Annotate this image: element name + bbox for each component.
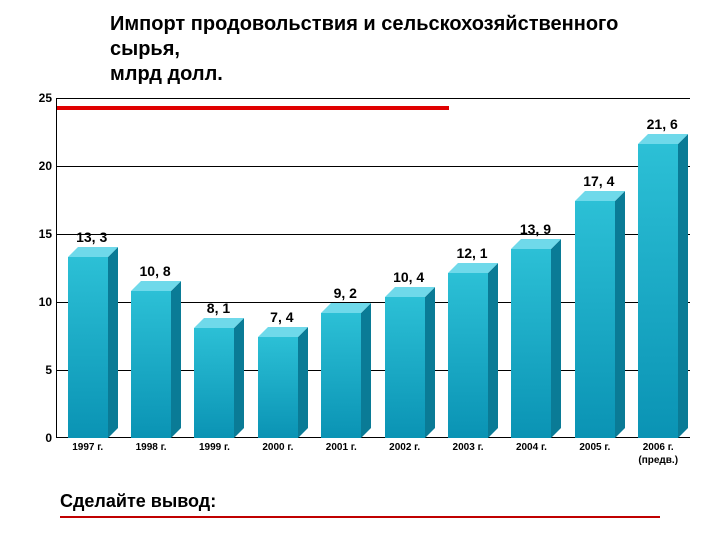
x-tick-label: 2006 г. (предв.)	[630, 442, 687, 467]
bar-value-label: 13, 3	[62, 229, 122, 245]
bar-side-face	[108, 247, 118, 438]
bar-front	[448, 273, 488, 438]
bar-front	[131, 291, 171, 438]
bar-side-face	[488, 263, 498, 438]
bar: 10, 4	[376, 98, 433, 438]
y-tick-label: 25	[30, 91, 52, 105]
bar: 8, 1	[186, 98, 243, 438]
bar-value-label: 10, 4	[379, 269, 439, 285]
bar-front	[575, 201, 615, 438]
bar-side-face	[615, 191, 625, 438]
bar-front	[321, 313, 361, 438]
bar-value-label: 9, 2	[315, 285, 375, 301]
bar: 13, 3	[59, 98, 116, 438]
x-axis-labels: 1997 г. 1998 г.1999 г.2000 г. 2001 г.2002 …	[56, 442, 690, 467]
bar-value-label: 12, 1	[442, 245, 502, 261]
x-tick-label: 2005 г.	[566, 442, 623, 467]
bar-front	[511, 249, 551, 438]
bar-front	[385, 297, 425, 438]
y-tick-label: 15	[30, 227, 52, 241]
bar: 12, 1	[440, 98, 497, 438]
bar-chart: 13, 310, 88, 17, 49, 210, 412, 113, 917,…	[30, 98, 690, 468]
bar-side-face	[171, 281, 181, 438]
bar-value-label: 10, 8	[125, 263, 185, 279]
x-tick-label: 1999 г.	[186, 442, 243, 467]
bar: 10, 8	[123, 98, 180, 438]
bar-side-face	[425, 287, 435, 438]
x-tick-label: 2003 г.	[440, 442, 497, 467]
bar: 13, 9	[503, 98, 560, 438]
bar-front	[194, 328, 234, 438]
bar-value-label: 8, 1	[188, 300, 248, 316]
footer-rule	[60, 516, 660, 518]
y-tick-label: 5	[30, 363, 52, 377]
bar: 21, 6	[630, 98, 687, 438]
x-tick-label: 1997 г.	[59, 442, 116, 467]
bar-side-face	[298, 327, 308, 438]
bar-side-face	[678, 134, 688, 438]
bar-side-face	[551, 239, 561, 438]
bar: 7, 4	[249, 98, 306, 438]
bar-value-label: 21, 6	[632, 116, 692, 132]
y-tick-label: 20	[30, 159, 52, 173]
bar-value-label: 7, 4	[252, 309, 312, 325]
bar-value-label: 17, 4	[569, 173, 629, 189]
x-tick-label: 2001 г.	[313, 442, 370, 467]
bar-value-label: 13, 9	[505, 221, 565, 237]
bar: 9, 2	[313, 98, 370, 438]
bar-side-face	[361, 303, 371, 438]
x-tick-label: 2002 г.	[376, 442, 433, 467]
chart-title: Импорт продовольствия и сельскохозяйстве…	[110, 12, 680, 87]
bar-front	[68, 257, 108, 438]
y-tick-label: 0	[30, 431, 52, 445]
y-tick-label: 10	[30, 295, 52, 309]
x-tick-label: 2004 г.	[503, 442, 560, 467]
bar-front	[258, 337, 298, 438]
x-tick-label: 1998 г.	[123, 442, 180, 467]
bar-side-face	[234, 318, 244, 438]
x-tick-label: 2000 г.	[249, 442, 306, 467]
slide: Импорт продовольствия и сельскохозяйстве…	[0, 0, 720, 540]
bar-front	[638, 144, 678, 438]
footer-prompt: Сделайте вывод:	[60, 491, 216, 512]
bar: 17, 4	[566, 98, 623, 438]
bars-container: 13, 310, 88, 17, 49, 210, 412, 113, 917,…	[56, 98, 690, 438]
